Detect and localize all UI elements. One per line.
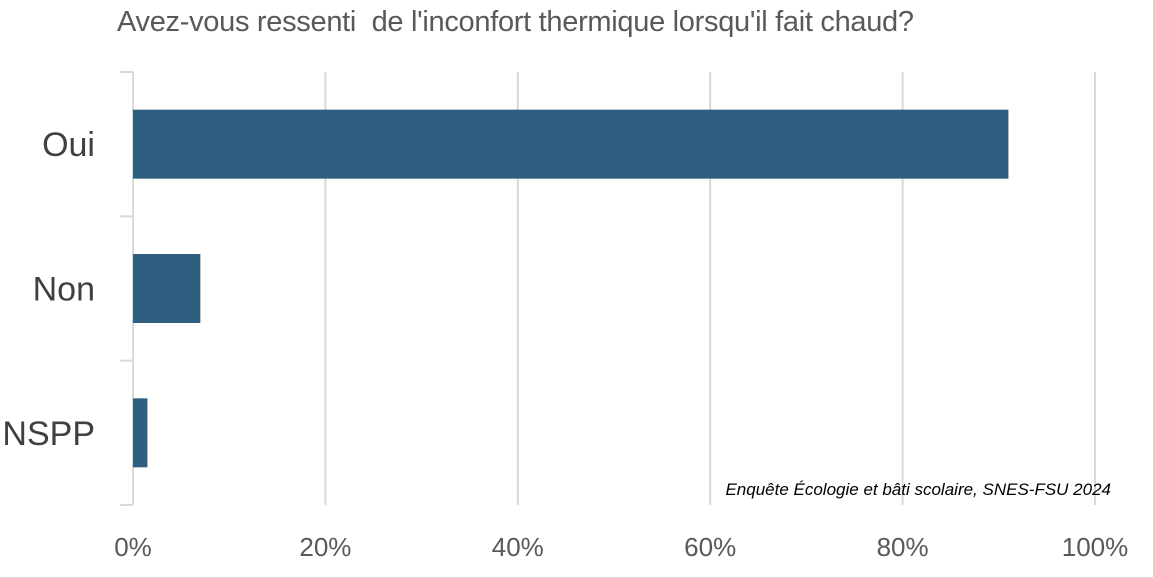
chart-title: Avez-vous ressenti de l'inconfort thermi… [117, 6, 914, 38]
category-label-nspp: NSPP [2, 415, 95, 453]
x-tick-label-1: 20% [299, 532, 351, 562]
category-label-oui: Oui [42, 126, 95, 164]
x-tick-label-0: 0% [114, 532, 152, 562]
x-tick-label-3: 60% [684, 532, 736, 562]
x-tick-label-5: 100% [1062, 532, 1129, 562]
x-tick-label-2: 40% [492, 532, 544, 562]
bar-nspp [133, 398, 148, 468]
x-tick-label-4: 80% [877, 532, 929, 562]
source-annotation: Enquête Écologie et bâti scolaire, SNES-… [725, 480, 1111, 499]
bar-oui [133, 109, 1009, 179]
category-label-non: Non [33, 271, 95, 309]
bar-non [133, 254, 201, 323]
